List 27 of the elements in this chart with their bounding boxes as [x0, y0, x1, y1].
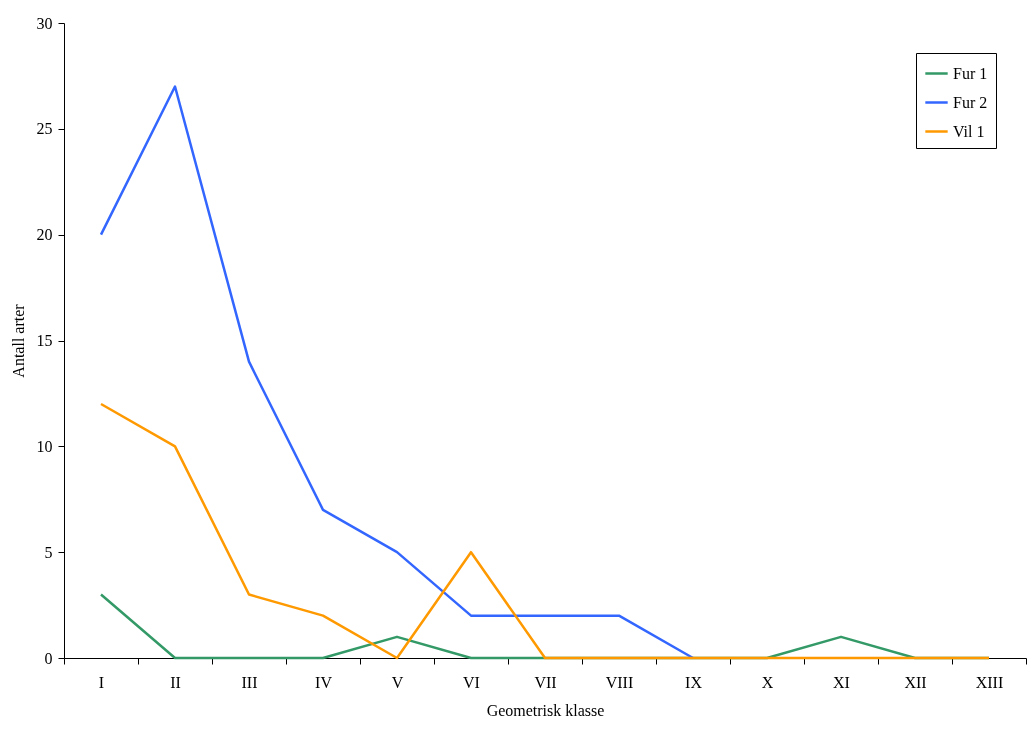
legend-label: Vil 1	[953, 122, 985, 140]
x-axis-title: Geometrisk klasse	[486, 701, 605, 719]
y-tick-label: 30	[36, 14, 53, 32]
line-series	[99, 85, 695, 660]
x-tick-label: II	[170, 673, 181, 691]
x-tick-label: XII	[904, 673, 927, 691]
y-tick-label: 20	[36, 226, 53, 244]
y-tick-label: 25	[36, 120, 53, 138]
y-tick-label: 0	[44, 649, 53, 667]
legend-label: Fur 2	[953, 93, 988, 111]
x-tick-label: VII	[534, 673, 557, 691]
x-tick-label: XI	[833, 673, 850, 691]
y-tick-label: 5	[44, 543, 53, 561]
y-tick-label: 10	[36, 437, 53, 455]
x-tick-label: V	[391, 673, 404, 691]
x-tick-label: III	[241, 673, 258, 691]
x-tick-label: VIII	[605, 673, 634, 691]
y-axis-title: Antall arter	[9, 303, 27, 378]
x-tick-label: IX	[685, 673, 703, 691]
legend-label: Fur 1	[953, 64, 988, 82]
x-tick-label: I	[98, 673, 105, 691]
x-tick-label: IV	[315, 673, 333, 691]
x-tick-label: XIII	[975, 673, 1004, 691]
x-tick-label: X	[761, 673, 774, 691]
y-tick-label: 15	[36, 332, 53, 349]
line-series	[99, 402, 991, 660]
x-tick-label: VI	[463, 673, 480, 691]
